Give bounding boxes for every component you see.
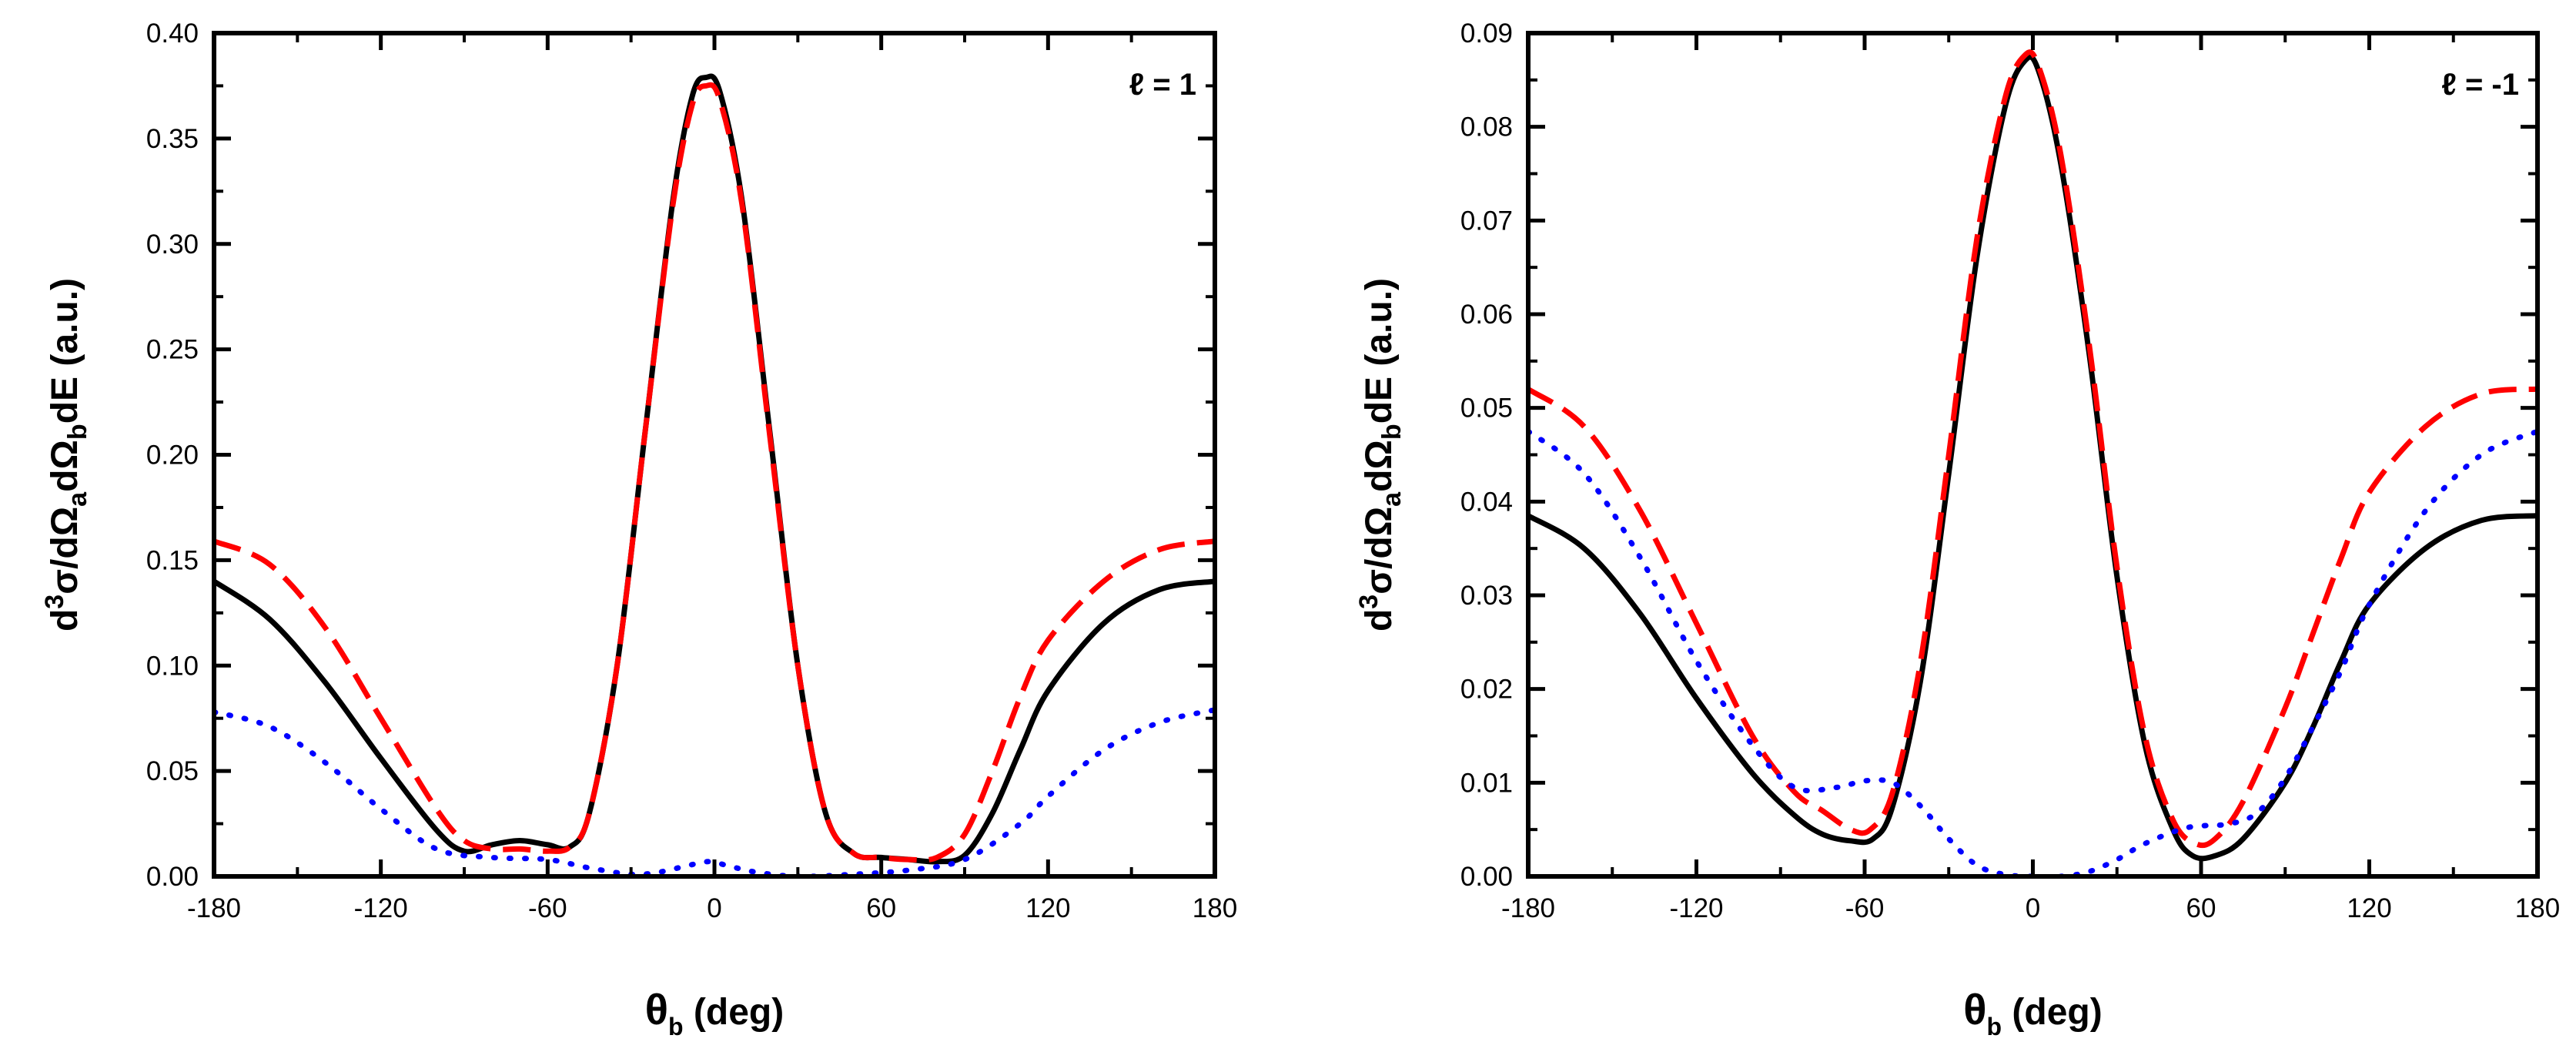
x-tick-label: -60 — [528, 893, 567, 923]
x-axis-unit: (deg) — [2002, 992, 2103, 1033]
y-tick-label: 0.06 — [1460, 300, 1513, 330]
y-tick-label: 0.35 — [146, 124, 199, 154]
y-tick-label: 0.02 — [1460, 675, 1513, 705]
plot-frame — [1526, 31, 2540, 879]
x-tick-label: -180 — [187, 893, 241, 923]
x-tick-label: 60 — [866, 893, 896, 923]
x-tick-label: -120 — [1669, 893, 1723, 923]
y-axis-title-part: σ/dΩ — [1359, 507, 1400, 595]
x-tick-label: 0 — [707, 893, 721, 923]
y-tick-label: 0.05 — [1460, 394, 1513, 424]
y-tick-label: 0.01 — [1460, 768, 1513, 798]
y-axis-title-part: 3 — [1354, 595, 1383, 609]
series-line-dotted — [1528, 428, 2538, 876]
x-tick-label: -60 — [1845, 893, 1885, 923]
y-tick-label: 0.08 — [1460, 112, 1513, 142]
x-tick-label: 120 — [1025, 893, 1070, 923]
panel-label: ℓ = -1 — [2441, 68, 2519, 102]
plot-frame — [212, 31, 1217, 879]
chart-panel-l-plus-1: -180 -120 -60 0 60 120 180 0.00 0.05 0.10 0.15 0.20… — [40, 18, 1237, 1040]
x-axis-title: θb (deg) — [645, 985, 784, 1040]
y-axis-title-part: σ/dΩ — [45, 507, 85, 595]
y-axis-title-part: b — [1377, 424, 1407, 440]
x-axis-subscript: b — [1987, 1013, 2002, 1040]
y-tick-label: 0.07 — [1460, 206, 1513, 236]
y-tick-label: 0.30 — [146, 229, 199, 260]
y-tick-label: 0.40 — [146, 18, 199, 49]
series-line-dotted — [214, 707, 1215, 876]
x-axis-subscript: b — [668, 1013, 684, 1040]
y-axis-title-part: d — [45, 609, 85, 632]
y-axis-title-part: a — [1377, 491, 1407, 507]
y-axis-title-part: dE (a.u.) — [45, 278, 85, 424]
series-line-solid — [1528, 54, 2538, 862]
y-axis-title-part: dE (a.u.) — [1359, 278, 1400, 424]
x-tick-label: 0 — [2026, 893, 2040, 923]
x-tick-label: 60 — [2186, 893, 2216, 923]
series-group — [1528, 49, 2538, 876]
x-axis-symbol: θ — [645, 985, 668, 1034]
y-axis-title-part: b — [63, 424, 92, 440]
x-tick-label: 180 — [1193, 893, 1237, 923]
y-tick-label: 0.10 — [146, 651, 199, 681]
x-tick-label: -120 — [354, 893, 408, 923]
y-axis-title-part: a — [63, 491, 92, 507]
x-axis-title: θb (deg) — [1963, 985, 2102, 1040]
chart-panel-l-minus-1: -180 -120 -60 0 60 120 180 0.00 0.01 0.02 0.03 0.04… — [1354, 18, 2560, 1040]
y-tick-label: 0.00 — [146, 862, 199, 892]
x-tick-label: 120 — [2347, 893, 2391, 923]
y-tick-label: 0.04 — [1460, 487, 1513, 517]
y-axis-title-part: 3 — [40, 595, 69, 609]
y-axis-title-part: d — [1359, 609, 1400, 632]
y-tick-label: 0.15 — [146, 545, 199, 575]
y-tick-label: 0.25 — [146, 335, 199, 365]
x-tick-label: -180 — [1501, 893, 1555, 923]
series-group — [214, 73, 1215, 876]
y-tick-label: 0.20 — [146, 441, 199, 471]
y-axis-title: d3σ/dΩadΩbdE (a.u.) — [1354, 278, 1407, 632]
series-line-dashed — [214, 82, 1215, 863]
y-tick-label: 0.09 — [1460, 18, 1513, 49]
x-axis-symbol: θ — [1963, 985, 1986, 1034]
y-tick-label: 0.00 — [1460, 862, 1513, 892]
y-axis-title-part: dΩ — [45, 440, 85, 492]
y-axis-title-part: dΩ — [1359, 440, 1400, 492]
y-tick-label: 0.03 — [1460, 581, 1513, 611]
x-tick-label: 180 — [2515, 893, 2560, 923]
y-axis-title: d3σ/dΩadΩbdE (a.u.) — [40, 278, 92, 632]
series-line-dashed — [1528, 49, 2538, 849]
x-axis-unit: (deg) — [684, 992, 785, 1033]
y-tick-label: 0.05 — [146, 756, 199, 786]
panel-label: ℓ = 1 — [1129, 68, 1196, 102]
series-line-solid — [214, 73, 1215, 865]
